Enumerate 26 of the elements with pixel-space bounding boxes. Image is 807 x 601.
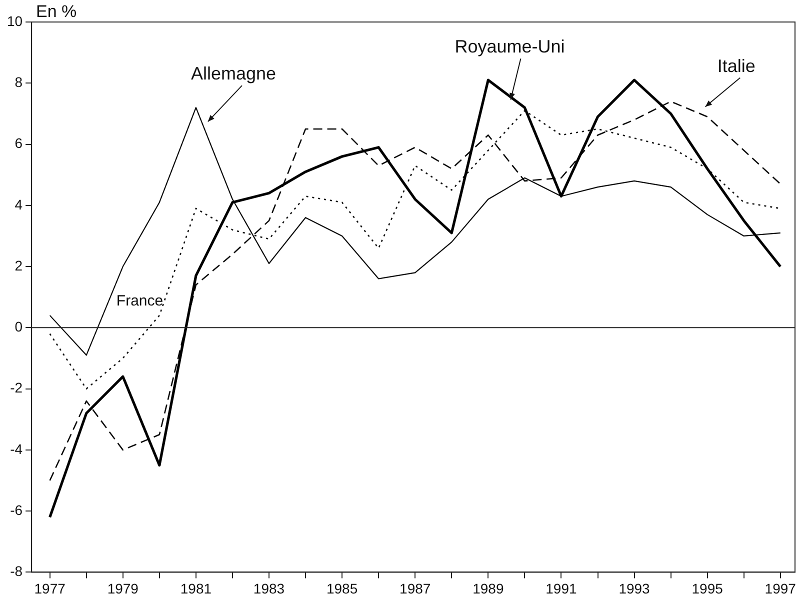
y-tick-label: 10 bbox=[6, 12, 23, 29]
y-tick-label: -2 bbox=[10, 380, 23, 396]
y-tick-label: 8 bbox=[14, 74, 23, 90]
y-tick-label: 4 bbox=[14, 196, 23, 212]
y-tick-label: -8 bbox=[10, 563, 23, 580]
y-tick-label: 2 bbox=[14, 257, 23, 274]
x-tick-label: 1981 bbox=[180, 580, 212, 596]
x-tick-label: 1983 bbox=[253, 580, 285, 596]
y-tick-label: 6 bbox=[14, 135, 23, 152]
text: Italie bbox=[717, 56, 756, 76]
x-tick-label: 1987 bbox=[400, 580, 431, 596]
y-axis-title: En % bbox=[36, 2, 77, 22]
x-tick-label: 1989 bbox=[472, 580, 504, 596]
x-tick-label: 1993 bbox=[618, 580, 650, 596]
x-tick-label: 1995 bbox=[692, 580, 724, 596]
y-tick-label: -6 bbox=[10, 502, 23, 518]
x-tick-label: 1997 bbox=[764, 580, 796, 596]
y-tick-label: -4 bbox=[10, 440, 23, 457]
x-tick-label: 1979 bbox=[107, 580, 139, 596]
x-tick-label: 1991 bbox=[546, 580, 578, 596]
x-tick-label: 1985 bbox=[326, 580, 358, 596]
text: Royaume-Uni bbox=[454, 36, 565, 57]
x-tick-label: 1977 bbox=[34, 580, 66, 596]
series-label: Allemagne bbox=[190, 64, 276, 84]
y-tick-label: 0 bbox=[14, 318, 23, 335]
series-label: France bbox=[116, 292, 164, 310]
